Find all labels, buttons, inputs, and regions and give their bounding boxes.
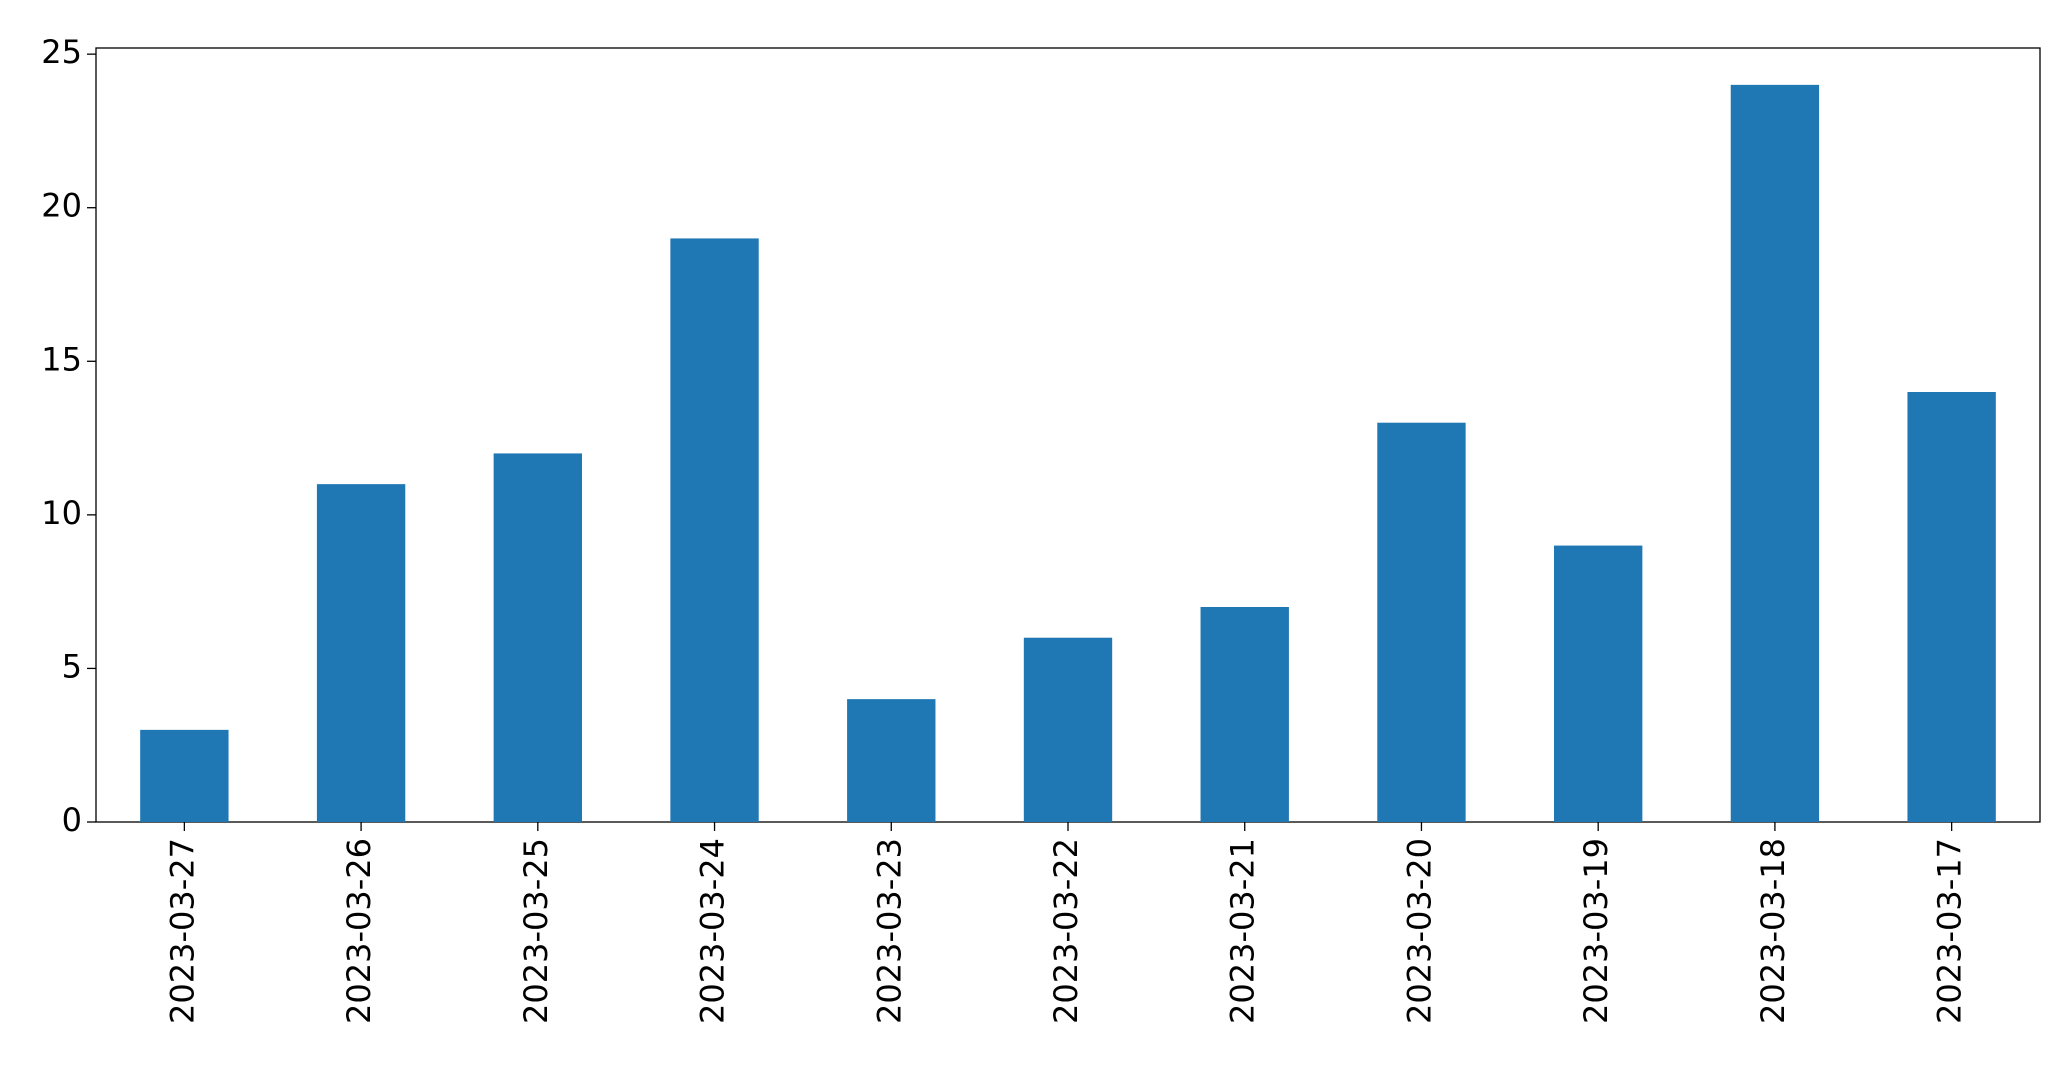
y-tick-label: 0 xyxy=(62,801,82,839)
bar xyxy=(140,729,229,822)
bar xyxy=(1023,637,1113,822)
bar xyxy=(1554,545,1643,822)
bar xyxy=(1200,607,1289,822)
bar xyxy=(1730,84,1820,823)
x-tick-label: 2023-03-23 xyxy=(870,838,908,1024)
bar xyxy=(1377,422,1466,822)
y-tick-label: 10 xyxy=(41,494,82,532)
bar xyxy=(493,453,582,822)
x-tick-label: 2023-03-19 xyxy=(1577,838,1615,1024)
y-tick-label: 20 xyxy=(41,187,82,225)
x-tick-label: 2023-03-21 xyxy=(1224,838,1262,1024)
bar xyxy=(1907,392,1996,822)
x-tick-label: 2023-03-17 xyxy=(1931,838,1969,1024)
x-tick-label: 2023-03-24 xyxy=(694,838,732,1024)
x-tick-label: 2023-03-27 xyxy=(163,838,201,1024)
y-tick-label: 5 xyxy=(62,647,82,685)
bar xyxy=(847,699,936,822)
x-tick-label: 2023-03-20 xyxy=(1400,838,1438,1024)
x-tick-label: 2023-03-18 xyxy=(1754,838,1792,1024)
bar xyxy=(316,484,406,822)
x-tick-label: 2023-03-26 xyxy=(340,838,378,1024)
bar xyxy=(670,238,759,822)
y-tick-label: 25 xyxy=(41,33,82,71)
x-tick-label: 2023-03-22 xyxy=(1047,838,1085,1024)
x-tick-label: 2023-03-25 xyxy=(517,838,555,1024)
y-tick-label: 15 xyxy=(41,340,82,378)
